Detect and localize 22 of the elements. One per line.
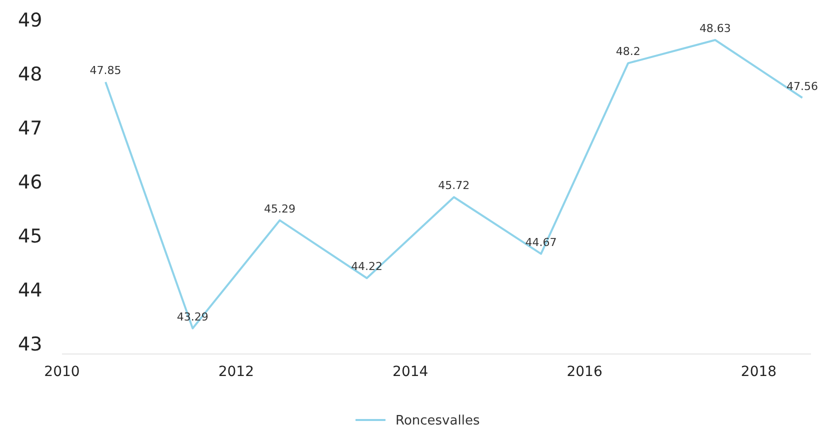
y-tick-label: 45 [18, 226, 42, 248]
x-tick-label: 2012 [218, 364, 254, 380]
y-tick-label: 46 [18, 172, 42, 194]
y-tick-label: 43 [18, 334, 42, 356]
data-label: 44.67 [525, 236, 557, 249]
y-tick-label: 44 [18, 280, 42, 302]
data-label: 45.29 [264, 202, 296, 216]
x-tick-label: 2014 [392, 364, 428, 380]
x-tick-label: 2016 [566, 364, 602, 380]
data-label: 48.2 [616, 45, 640, 58]
data-label: 44.22 [351, 260, 383, 274]
y-tick-label: 47 [18, 118, 42, 140]
data-label: 45.72 [438, 179, 470, 192]
legend-label: Roncesvalles [396, 414, 480, 429]
x-tick-label: 2010 [44, 364, 80, 380]
data-label: 47.85 [90, 64, 122, 78]
data-label: 43.29 [176, 310, 208, 324]
data-label: 48.63 [699, 22, 731, 35]
data-label: 47.56 [786, 80, 818, 93]
y-tick-label: 48 [18, 64, 42, 86]
x-tick-label: 2018 [740, 364, 777, 380]
y-tick-label: 49 [18, 10, 42, 32]
